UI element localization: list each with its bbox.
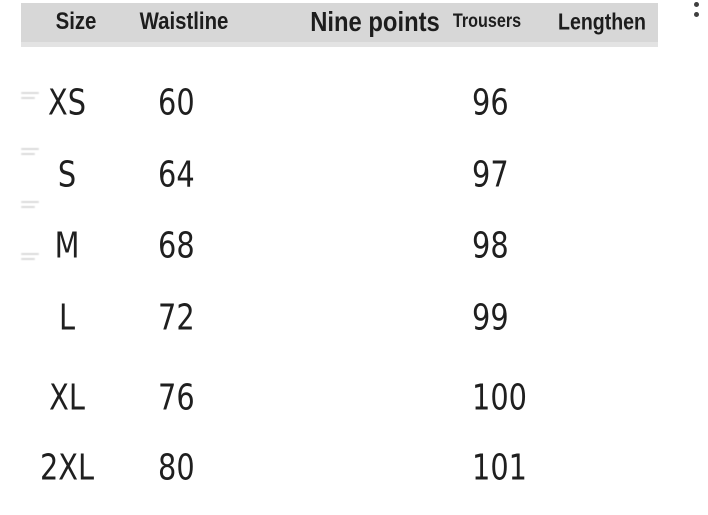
column-header-nine-points: Nine points <box>310 6 440 37</box>
watermark-smudge <box>21 148 39 158</box>
table-header-fade <box>21 42 658 47</box>
kebab-dot <box>693 2 699 7</box>
waistline-cell: 60 <box>158 82 195 124</box>
size-cell: 2XL <box>39 447 95 489</box>
size-cell: L <box>58 297 76 339</box>
trousers-cell: 96 <box>472 82 509 124</box>
watermark-smudge <box>21 253 39 263</box>
waistline-cell: 64 <box>158 154 195 196</box>
trousers-cell: 101 <box>472 447 527 489</box>
size-cell: S <box>57 154 77 196</box>
size-cell: XS <box>47 82 87 124</box>
waistline-cell: 68 <box>158 225 195 267</box>
waistline-cell: 80 <box>158 447 195 489</box>
watermark-smudge <box>21 201 39 211</box>
kebab-dot <box>693 12 699 17</box>
waistline-cell: 72 <box>158 297 195 339</box>
kebab-menu-icon[interactable] <box>692 2 700 22</box>
column-header-lengthen: Lengthen <box>558 8 646 35</box>
watermark-smudge <box>21 92 39 102</box>
size-cell: XL <box>49 377 85 419</box>
size-cell: M <box>54 225 80 267</box>
trousers-cell: 99 <box>472 297 509 339</box>
trousers-cell: 97 <box>472 154 509 196</box>
waistline-cell: 76 <box>158 377 195 419</box>
trousers-cell: 98 <box>472 225 509 267</box>
table-header-bar <box>21 3 658 42</box>
column-header-waistline: Waistline <box>139 8 229 35</box>
trousers-cell: 100 <box>472 377 527 419</box>
column-header-trousers: Trousers <box>452 11 522 32</box>
column-header-size: Size <box>55 8 97 35</box>
